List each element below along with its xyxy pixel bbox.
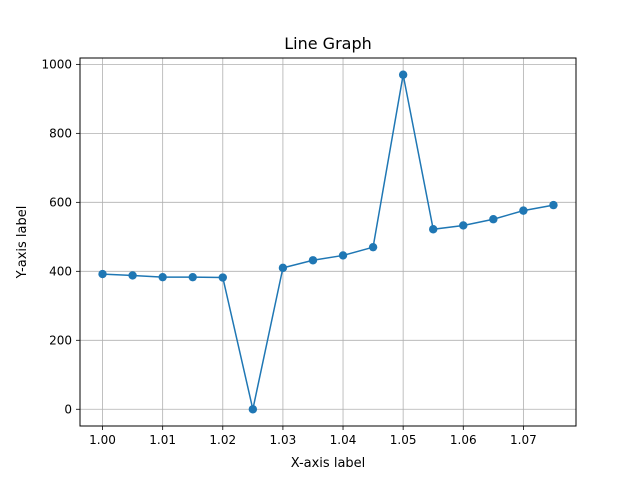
data-point (248, 405, 258, 414)
series-line (102, 74, 554, 410)
data-point (128, 271, 137, 280)
data-point (429, 225, 438, 234)
data-point (278, 263, 288, 273)
data-point (398, 70, 408, 79)
y-axis-label: Y-axis label (15, 206, 30, 280)
x-tick-label: 1.05 (390, 433, 417, 447)
x-tick-label: 1.06 (450, 433, 477, 447)
plot-frame (79, 57, 577, 427)
x-tick-label: 1.07 (510, 433, 537, 447)
grid-layer (80, 58, 576, 426)
data-point (519, 206, 528, 215)
series-layer (98, 70, 558, 414)
chart-title: Line Graph (284, 34, 372, 53)
y-tick-label: 400 (49, 264, 72, 278)
y-tick-label: 1000 (41, 57, 72, 71)
y-tick-label: 0 (64, 402, 72, 416)
x-tick-label: 1.03 (270, 433, 297, 447)
data-point (98, 269, 107, 279)
data-point (549, 200, 558, 210)
y-tick-label: 200 (49, 333, 72, 347)
data-point (368, 242, 378, 252)
x-tick-label: 1.02 (209, 433, 236, 447)
data-point (218, 273, 227, 282)
y-tick-label: 600 (49, 195, 72, 209)
x-axis-label: X-axis label (291, 456, 366, 471)
x-tick-label: 1.01 (149, 433, 176, 447)
x-tick-label: 1.04 (330, 433, 357, 447)
data-point (188, 272, 197, 282)
data-point (338, 251, 348, 260)
data-point (459, 221, 468, 230)
data-point (308, 256, 318, 265)
x-tick-label: 1.00 (89, 433, 116, 447)
tick-layer: 1.00 1.01 1.02 1.03 1.04 1.05 1.06 1.07 0 200 400 6… (41, 57, 536, 447)
y-tick-label: 800 (49, 126, 72, 140)
data-point (489, 215, 498, 224)
data-point (158, 272, 167, 282)
